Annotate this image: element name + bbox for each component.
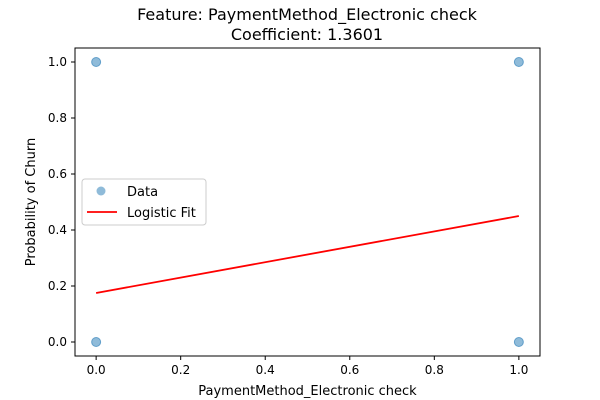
x-axis-label: PaymentMethod_Electronic check — [198, 384, 417, 399]
x-tick-label: 0.8 — [425, 363, 444, 377]
y-tick-label: 0.8 — [48, 111, 67, 125]
x-tick-label: 1.0 — [509, 363, 528, 377]
data-point — [91, 57, 102, 67]
data-point — [513, 57, 524, 67]
y-tick-label: 0.2 — [48, 279, 67, 293]
data-point — [91, 337, 102, 347]
x-tick-label: 0.2 — [171, 363, 190, 377]
x-tick-label: 0.4 — [256, 363, 275, 377]
legend: Data Logistic Fit — [81, 178, 207, 226]
legend-data-label: Data — [127, 185, 158, 200]
y-tick-label: 1.0 — [48, 55, 67, 69]
legend-frame — [81, 178, 207, 226]
chart-title: Feature: PaymentMethod_Electronic check — [137, 5, 478, 25]
logistic-fit-line — [95, 215, 520, 294]
y-tick-label: 0.6 — [48, 167, 67, 181]
y-tick-label: 0.4 — [48, 223, 67, 237]
x-tick-label: 0.0 — [87, 363, 106, 377]
x-tick-label: 0.6 — [340, 363, 359, 377]
legend-data-marker — [96, 186, 106, 196]
chart-subtitle: Coefficient: 1.3601 — [231, 25, 383, 44]
data-point — [513, 337, 524, 347]
y-axis-label: Probability of Churn — [24, 138, 39, 266]
y-tick-label: 0.0 — [48, 335, 67, 349]
plot-frame — [74, 47, 541, 357]
legend-fit-label: Logistic Fit — [127, 206, 196, 221]
